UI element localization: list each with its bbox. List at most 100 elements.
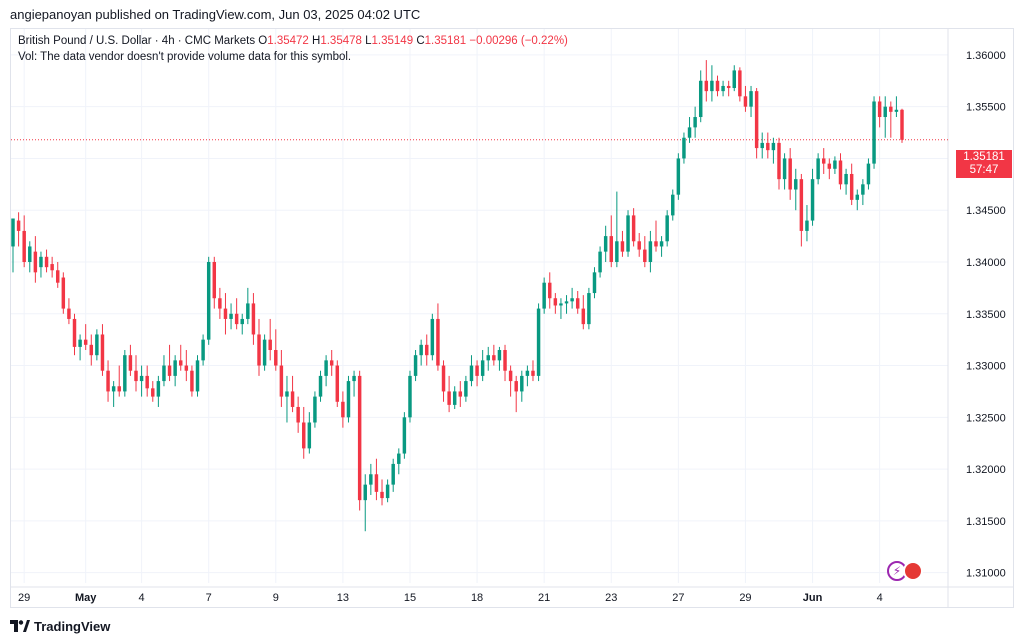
candle-body [844, 173, 848, 185]
candle-body [28, 246, 32, 262]
x-tick-label: May [75, 592, 97, 604]
candle-body [167, 365, 172, 376]
candle-body [391, 463, 395, 485]
high-label: H [312, 35, 321, 47]
candle-body [324, 360, 328, 376]
candle-body [39, 256, 43, 268]
candle-body [78, 339, 82, 347]
candle-body [408, 375, 412, 418]
x-tick-label: 7 [206, 592, 212, 604]
y-tick-label: 1.35500 [966, 102, 1006, 114]
candle-body [548, 282, 552, 299]
candle-body [805, 220, 809, 231]
candle-body [469, 365, 474, 382]
candle-body [861, 184, 865, 195]
us-flag-icon[interactable] [903, 561, 923, 581]
candle-body [704, 80, 709, 92]
candle-body [374, 474, 379, 492]
candle-body [872, 101, 876, 164]
candle-body [671, 194, 675, 216]
candle-body [894, 109, 899, 112]
y-tick-label: 1.31500 [966, 516, 1006, 528]
candle-body [262, 339, 267, 366]
candle-body [754, 91, 759, 149]
x-tick-label: 15 [404, 592, 416, 604]
candle-body [413, 355, 418, 376]
candle-body [430, 318, 435, 356]
chart-frame[interactable] [10, 28, 1014, 608]
candle-body [782, 158, 787, 180]
candle-body [900, 109, 904, 140]
candle-body [877, 101, 882, 118]
candle-body [447, 391, 451, 405]
candle-body [564, 301, 569, 304]
candle-body [726, 85, 731, 89]
y-tick-label: 1.34500 [966, 205, 1006, 217]
low-label: L [365, 35, 372, 47]
candle-body [179, 360, 183, 366]
candle-body [55, 270, 60, 283]
candle-body [257, 334, 261, 366]
candle-body [11, 218, 15, 247]
candle-body [134, 370, 138, 382]
candle-body [452, 391, 457, 405]
candle-body [22, 230, 26, 262]
candle-body [346, 381, 351, 418]
x-tick-label: 13 [337, 592, 349, 604]
candle-body [531, 370, 535, 376]
close-label: C [416, 35, 425, 47]
candle-body [50, 264, 54, 271]
candle-body [475, 365, 479, 376]
y-tick-label: 1.31000 [966, 568, 1006, 580]
candle-body [128, 355, 133, 371]
y-tick-label: 1.33000 [966, 361, 1006, 373]
candle-body [419, 344, 423, 356]
candle-body [173, 360, 177, 376]
candle-body [436, 318, 440, 366]
candle-body [302, 422, 306, 449]
current-price-badge: 1.35181 57:47 [956, 150, 1012, 178]
open-value: 1.35472 [267, 35, 309, 47]
tradingview-logo-icon [10, 620, 30, 632]
candle-body [61, 277, 66, 309]
current-price-value: 1.35181 [963, 151, 1005, 163]
candle-body [749, 91, 753, 107]
candle-body [514, 381, 518, 392]
candle-body [425, 344, 429, 356]
footer-brand[interactable]: TradingView [34, 618, 111, 634]
y-tick-label: 1.34000 [966, 257, 1006, 269]
candle-body [83, 339, 88, 345]
event-markers[interactable]: ⚡ [887, 561, 923, 581]
candle-body [44, 256, 49, 268]
candle-body [380, 491, 384, 499]
candle-body [643, 249, 647, 262]
x-tick-label: 27 [672, 592, 684, 604]
high-value: 1.35478 [320, 35, 362, 47]
candle-body [117, 386, 121, 392]
close-value: 1.35181 [424, 35, 467, 47]
candle-body [609, 236, 613, 262]
candle-body [615, 241, 619, 262]
candle-body [581, 308, 586, 325]
candle-body [234, 313, 239, 325]
candle-body [889, 106, 893, 112]
y-tick-label: 1.33500 [966, 309, 1006, 321]
symbol-legend: British Pound / U.S. Dollar · 4h · CMC M… [18, 33, 568, 65]
candle-body [285, 391, 289, 397]
candle-body [111, 386, 116, 392]
candle-body [307, 422, 312, 449]
candle-body [16, 220, 21, 231]
candle-body [33, 251, 38, 273]
candle-body [139, 375, 144, 382]
candle-body [682, 137, 686, 159]
candle-body [838, 160, 843, 185]
candle-body [313, 396, 317, 423]
candle-body [626, 215, 630, 252]
candle-body [665, 215, 669, 242]
candle-body [369, 474, 373, 485]
symbol-title[interactable]: British Pound / U.S. Dollar · 4h · CMC M… [18, 35, 256, 47]
open-label: O [258, 35, 268, 47]
candle-body [598, 251, 602, 273]
candle-body [721, 85, 725, 92]
